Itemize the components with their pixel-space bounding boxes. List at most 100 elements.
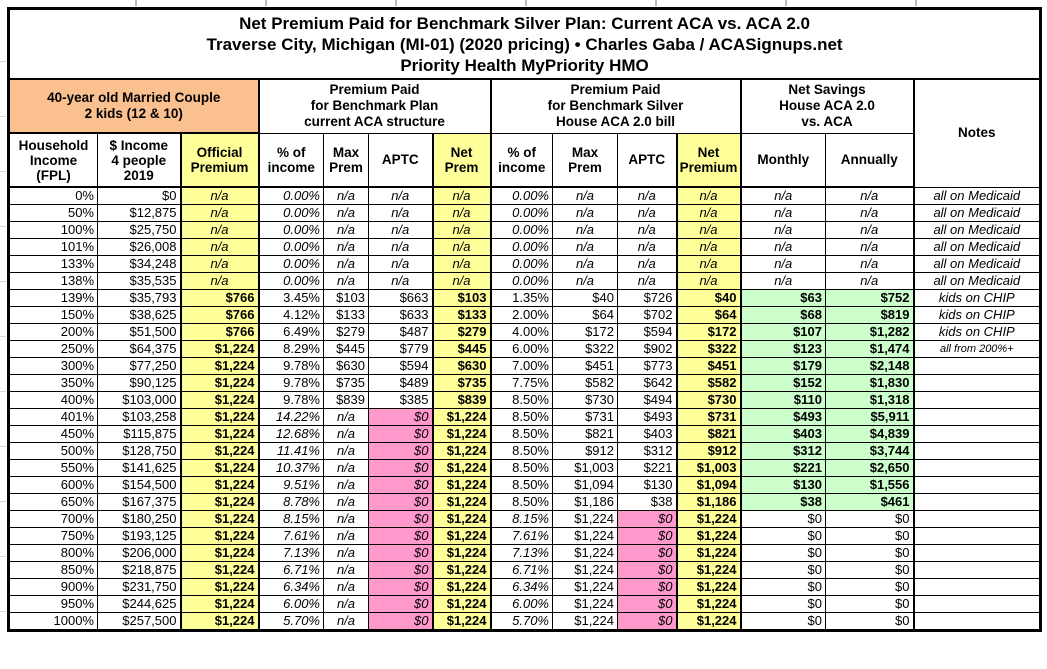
cell-house_pct: 0.00% xyxy=(490,255,553,273)
cell-annually: $0 xyxy=(825,595,915,613)
cell-house_pct: 8.50% xyxy=(490,476,553,494)
cell-notes xyxy=(912,408,1042,426)
group-header-house-aca2: Premium Paid for Benchmark Silver House … xyxy=(490,78,742,134)
cell-annually: $4,839 xyxy=(825,425,915,443)
cell-aca_pct: 9.78% xyxy=(258,357,324,375)
cell-notes xyxy=(912,612,1042,631)
cell-monthly: n/a xyxy=(740,186,826,205)
cell-aca_pct: 9.78% xyxy=(258,391,324,409)
cell-aca_max: n/a xyxy=(323,527,369,545)
cell-annually: $752 xyxy=(825,289,915,307)
cell-aca_aptc: n/a xyxy=(368,221,433,239)
col-header-aca_net: Net Prem xyxy=(431,132,492,188)
cell-aca_max: n/a xyxy=(323,510,369,528)
cell-monthly: $403 xyxy=(740,425,826,443)
cell-house_pct: 4.00% xyxy=(490,323,553,341)
cell-official: $766 xyxy=(179,323,260,341)
cell-aca_pct: 14.22% xyxy=(258,408,324,426)
table-row: 200% $51,500 $766 6.49% $279 $487 $279 4.00% $17… xyxy=(8,323,1042,341)
cell-house_aptc: $38 xyxy=(617,493,677,511)
cell-house_max: n/a xyxy=(552,204,618,222)
cell-aca_max: $133 xyxy=(323,306,369,324)
cell-house_net: n/a xyxy=(675,272,742,290)
cell-income: $25,750 xyxy=(97,221,181,239)
col-header-house_net: Net Premium xyxy=(675,132,742,188)
cell-house_max: $1,186 xyxy=(552,493,618,511)
cell-income: $115,875 xyxy=(97,425,181,443)
cell-house_net: n/a xyxy=(675,186,742,205)
cell-fpl: 350% xyxy=(8,374,98,392)
cell-house_pct: 8.50% xyxy=(490,391,553,409)
cell-house_pct: 8.50% xyxy=(490,408,553,426)
cell-income: $38,625 xyxy=(97,306,181,324)
cell-official: $766 xyxy=(179,289,260,307)
cell-fpl: 100% xyxy=(8,221,98,239)
cell-monthly: $0 xyxy=(740,578,826,596)
cell-aca_max: n/a xyxy=(323,561,369,579)
cell-house_max: $64 xyxy=(552,306,618,324)
cell-house_aptc: $221 xyxy=(617,459,677,477)
cell-aca_net: $445 xyxy=(431,340,492,358)
cell-annually: $5,911 xyxy=(825,408,915,426)
cell-house_net: $730 xyxy=(675,391,742,409)
cell-aca_pct: 7.13% xyxy=(258,544,324,562)
cell-notes: all on Medicaid xyxy=(912,238,1042,256)
cell-fpl: 600% xyxy=(8,476,98,494)
table-row: 250% $64,375 $1,224 8.29% $445 $779 $445 6.00% $… xyxy=(8,340,1042,358)
cell-aca_pct: 0.00% xyxy=(258,272,324,290)
table-row: 500% $128,750 $1,224 11.41% n/a $0 $1,224 8.50%… xyxy=(8,442,1042,460)
cell-house_net: n/a xyxy=(675,204,742,222)
cell-notes: all on Medicaid xyxy=(912,255,1042,273)
cell-house_net: $172 xyxy=(675,323,742,341)
table-row: 850% $218,875 $1,224 6.71% n/a $0 $1,224 6.71% $… xyxy=(8,561,1042,579)
cell-house_max: $730 xyxy=(552,391,618,409)
cell-house_pct: 0.00% xyxy=(490,238,553,256)
cell-house_max: $1,224 xyxy=(552,544,618,562)
cell-aca_aptc: $0 xyxy=(368,612,433,631)
table-row: 150% $38,625 $766 4.12% $133 $633 $133 2.00% $64… xyxy=(8,306,1042,324)
cell-income: $244,625 xyxy=(97,595,181,613)
cell-aca_aptc: $487 xyxy=(368,323,433,341)
col-header-house_pct: % of income xyxy=(490,132,553,188)
table-row: 50% $12,875 n/a 0.00% n/a n/a n/a 0.00% n/a n/a n/… xyxy=(8,204,1042,222)
cell-aca_net: n/a xyxy=(431,221,492,239)
cell-aca_net: $1,224 xyxy=(431,544,492,562)
cell-aca_net: $1,224 xyxy=(431,459,492,477)
cell-monthly: $107 xyxy=(740,323,826,341)
cell-monthly: $0 xyxy=(740,595,826,613)
cell-annually: $0 xyxy=(825,527,915,545)
table-row: 600% $154,500 $1,224 9.51% n/a $0 $1,224 8.50% $… xyxy=(8,476,1042,494)
title-line-1: Net Premium Paid for Benchmark Silver Pl… xyxy=(239,14,810,33)
cell-income: $180,250 xyxy=(97,510,181,528)
cell-monthly: n/a xyxy=(740,255,826,273)
cell-annually: $0 xyxy=(825,544,915,562)
cell-house_max: $1,224 xyxy=(552,612,618,631)
cell-monthly: $0 xyxy=(740,612,826,631)
group-header-net-savings: Net Savings House ACA 2.0 vs. ACA xyxy=(740,78,915,134)
cell-aca_max: $839 xyxy=(323,391,369,409)
cell-official: n/a xyxy=(179,204,260,222)
cell-aca_pct: 8.78% xyxy=(258,493,324,511)
cell-income: $167,375 xyxy=(97,493,181,511)
cell-annually: n/a xyxy=(825,238,915,256)
cell-notes xyxy=(912,578,1042,596)
sheet-row-gridlines xyxy=(0,7,6,661)
cell-house_pct: 7.13% xyxy=(490,544,553,562)
table-row: 0% $0 n/a 0.00% n/a n/a n/a 0.00% n/a n/a n/a n/a n/… xyxy=(8,186,1042,205)
cell-aca_aptc: $0 xyxy=(368,442,433,460)
cell-aca_net: n/a xyxy=(431,204,492,222)
cell-house_max: $1,224 xyxy=(552,510,618,528)
cell-house_aptc: $702 xyxy=(617,306,677,324)
cell-house_aptc: $130 xyxy=(617,476,677,494)
cell-income: $103,000 xyxy=(97,391,181,409)
cell-fpl: 650% xyxy=(8,493,98,511)
cell-monthly: $63 xyxy=(740,289,826,307)
table-body: 0% $0 n/a 0.00% n/a n/a n/a 0.00% n/a n/a n/a n/a n/… xyxy=(8,186,1042,631)
table-row: 300% $77,250 $1,224 9.78% $630 $594 $630 7.00% $… xyxy=(8,357,1042,375)
cell-official: $1,224 xyxy=(179,578,260,596)
cell-fpl: 850% xyxy=(8,561,98,579)
cell-official: $1,224 xyxy=(179,391,260,409)
cell-aca_max: $103 xyxy=(323,289,369,307)
cell-house_net: $322 xyxy=(675,340,742,358)
cell-annually: $0 xyxy=(825,510,915,528)
